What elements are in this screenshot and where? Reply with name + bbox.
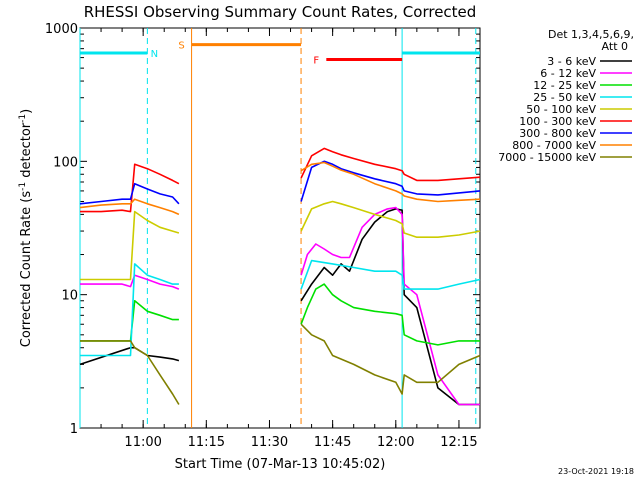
plot-area: 1 10 100 1000 11:00 11:15 11:30 11:45 12:00 12:15… [45, 22, 481, 450]
series-line [80, 340, 180, 405]
state-bar-label: S [178, 41, 184, 52]
legend-entry-label: 3 - 6 keV [547, 55, 596, 68]
x-tick-label: 11:15 [188, 435, 225, 450]
series-line [80, 299, 179, 342]
x-tick-label: 11:45 [314, 435, 351, 450]
y-tick-label: 100 [53, 155, 78, 170]
legend-entry-label: 7000 - 15000 keV [498, 151, 596, 164]
legend-entry-label: 300 - 800 keV [519, 127, 596, 140]
y-tick-label: 10 [61, 289, 78, 304]
legend-header-attenuator: Att 0 [602, 40, 628, 53]
y-tick-label: 1000 [45, 22, 78, 37]
legend-entry-label: 6 - 12 keV [540, 67, 596, 80]
footer-timestamp: 23-Oct-2021 19:18 [558, 467, 634, 476]
plot-frame [79, 27, 481, 429]
legend-entry-label: 25 - 50 keV [533, 91, 596, 104]
x-tick-label: 12:00 [377, 435, 414, 450]
x-axis-label: Start Time (07-Mar-13 10:45:02) [175, 457, 386, 472]
x-tick-label: 12:15 [440, 435, 477, 450]
legend-entry-label: 100 - 300 keV [519, 115, 596, 128]
series-line [80, 274, 180, 290]
series-line [79, 182, 180, 205]
state-bar-label: F [313, 56, 319, 67]
legend-entry-label: 50 - 100 keV [526, 103, 596, 116]
y-axis-label: Corrected Count Rate (s-1 detector-1) [18, 109, 34, 347]
series-line [80, 163, 180, 213]
series-line [300, 200, 481, 238]
series-line [80, 210, 180, 281]
state-bar-label: N [151, 49, 158, 60]
y-axis-label-part: detector [19, 122, 34, 182]
series-line [300, 259, 481, 290]
y-tick-label: 1 [70, 422, 78, 437]
series-line [300, 161, 481, 203]
legend-entry-label: 800 - 7000 keV [512, 139, 596, 152]
series-line [79, 198, 180, 216]
y-axis-label-exponent: -1 [18, 114, 28, 123]
y-axis-label-part: ) [19, 109, 34, 114]
series-line [300, 283, 480, 346]
x-tick-label: 11:00 [124, 435, 161, 450]
chart-title: RHESSI Observing Summary Count Rates, Co… [84, 3, 477, 21]
series-line [80, 263, 179, 357]
series-line [300, 208, 480, 406]
series-line [300, 323, 481, 395]
y-axis-label-exponent: -1 [18, 182, 28, 191]
series-line [300, 206, 480, 406]
legend-header-detectors: Det 1,3,4,5,6,9, [548, 28, 634, 41]
series-line [300, 147, 481, 182]
series-line [300, 160, 481, 202]
legend-entry-label: 12 - 25 keV [533, 79, 596, 92]
y-axis-label-part: Corrected Count Rate (s [19, 191, 34, 348]
x-tick-label: 11:30 [251, 435, 288, 450]
